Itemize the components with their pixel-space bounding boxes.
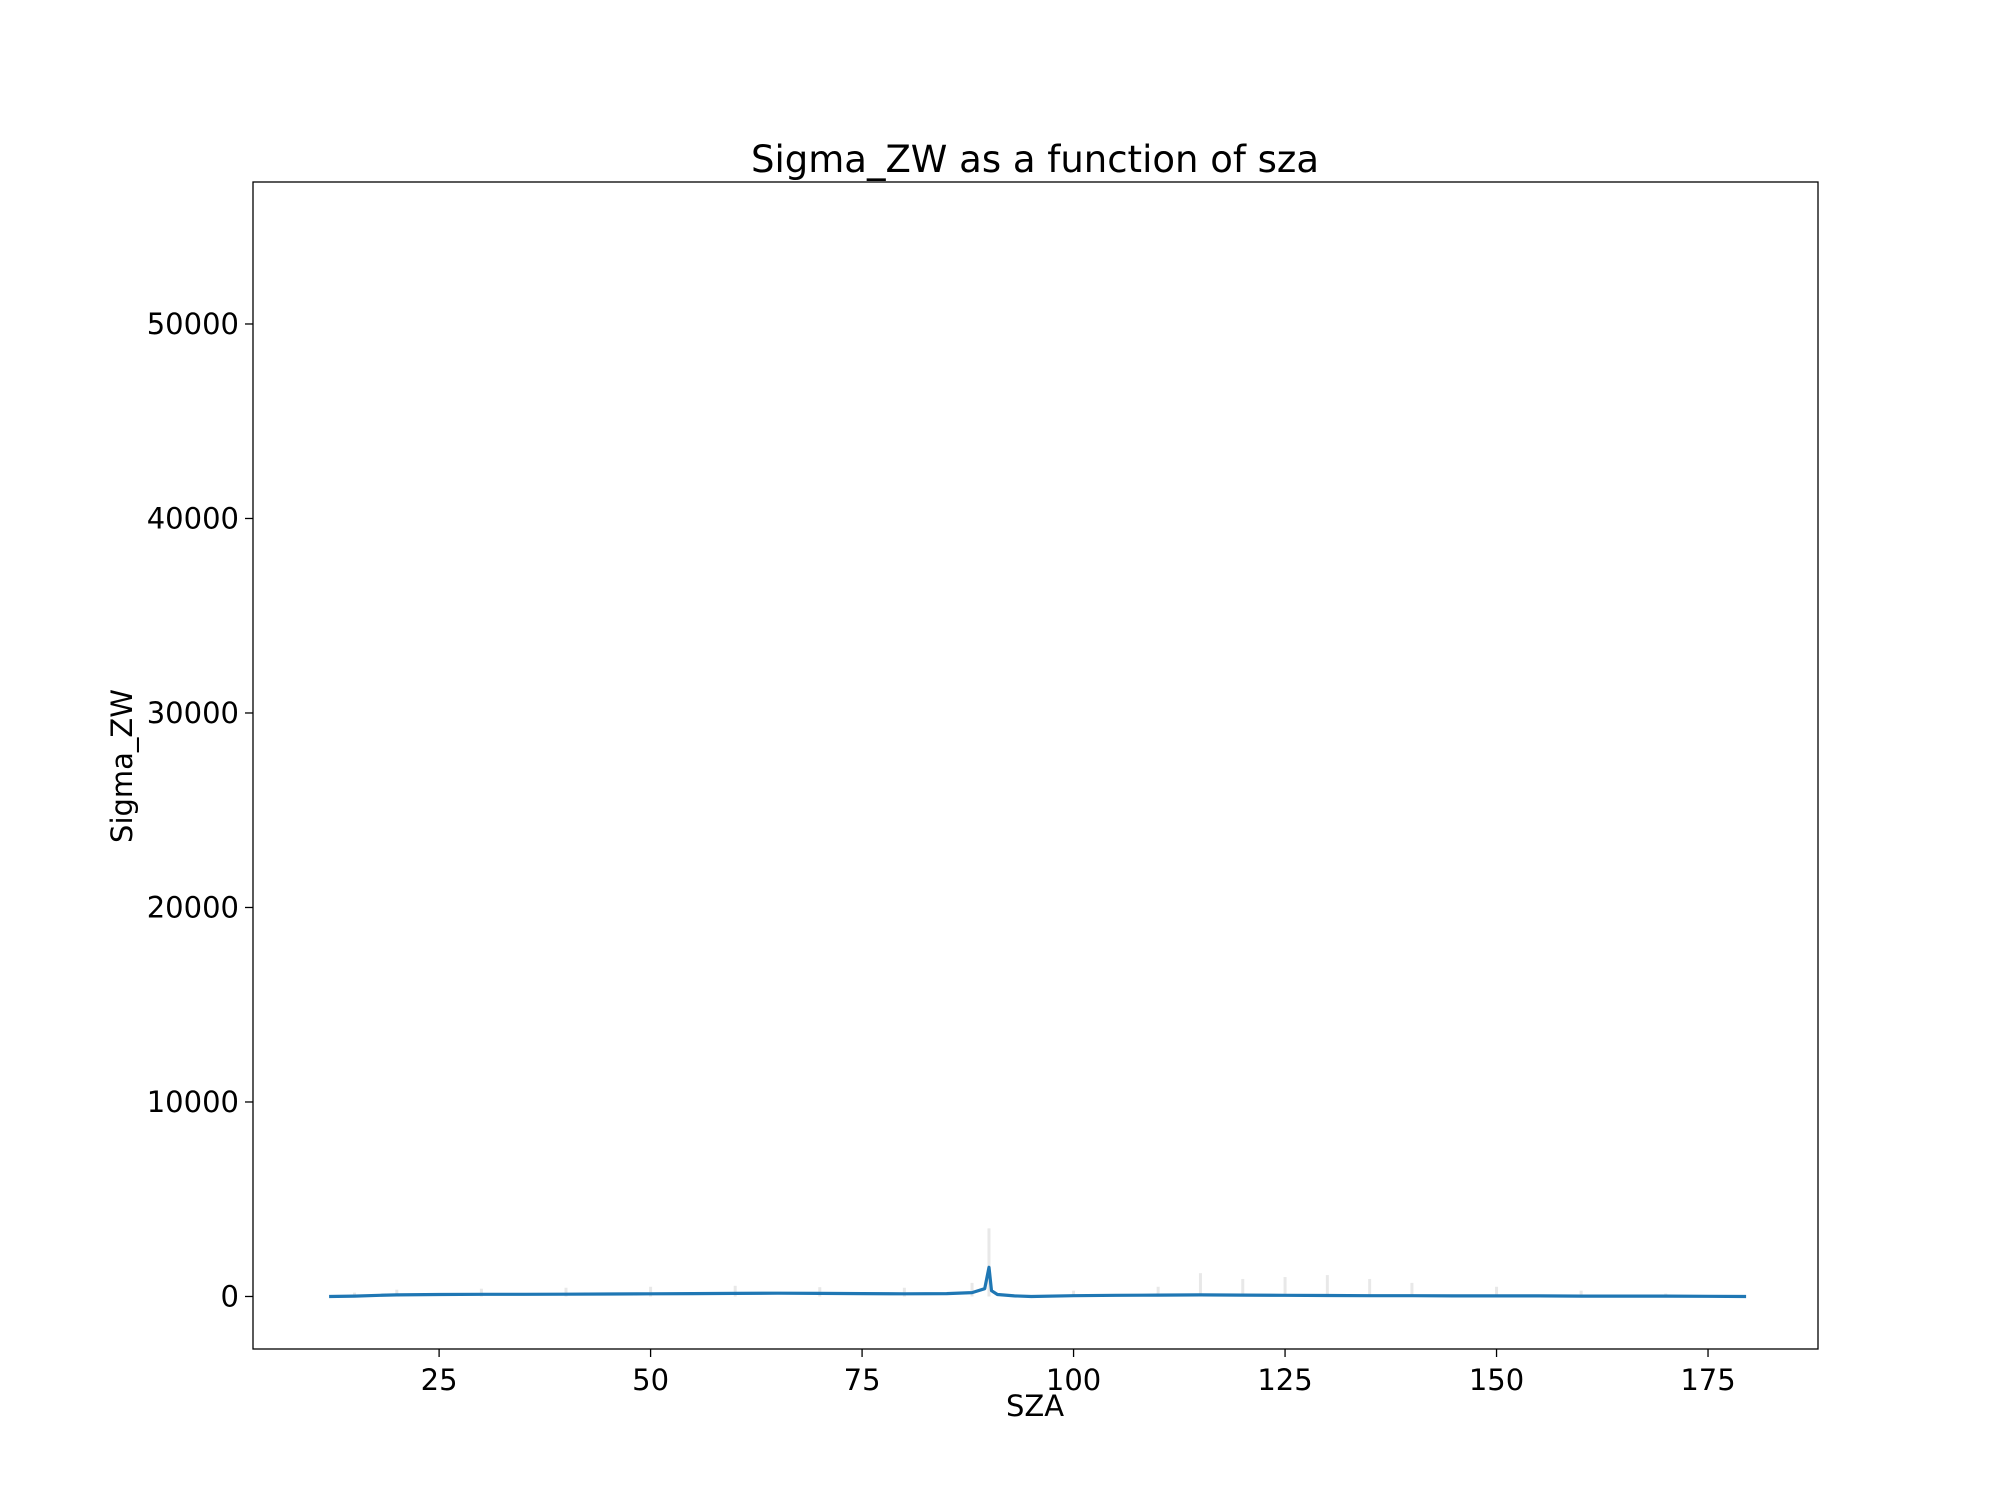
y-axis: 0 10000 20000 30000 40000 50000 [147, 307, 253, 1313]
x-tick-label: 100 [1046, 1363, 1101, 1397]
plot-frame [252, 181, 1819, 1350]
y-tick-label: 0 [221, 1279, 239, 1313]
series-layer [329, 1265, 1747, 1299]
x-tick-label: 25 [421, 1363, 458, 1397]
y-tick-label: 30000 [147, 696, 239, 730]
y-axis-label: Sigma_ZW [105, 689, 139, 843]
y-tick-label: 20000 [147, 890, 239, 924]
x-tick-label: 150 [1469, 1363, 1524, 1397]
x-tick-label: 125 [1257, 1363, 1312, 1397]
series-line [329, 1265, 1747, 1299]
y-tick-label: 40000 [147, 501, 239, 535]
x-tick-label: 50 [632, 1363, 669, 1397]
x-axis-label: SZA [1006, 1389, 1064, 1423]
y-tick-label: 50000 [147, 307, 239, 341]
x-tick-label: 175 [1680, 1363, 1735, 1397]
x-axis: 25 50 75 100 125 150 175 [421, 1349, 1736, 1397]
y-tick-label: 10000 [147, 1085, 239, 1119]
x-tick-label: 75 [844, 1363, 881, 1397]
chart-title: Sigma_ZW as a function of sza [751, 138, 1319, 181]
